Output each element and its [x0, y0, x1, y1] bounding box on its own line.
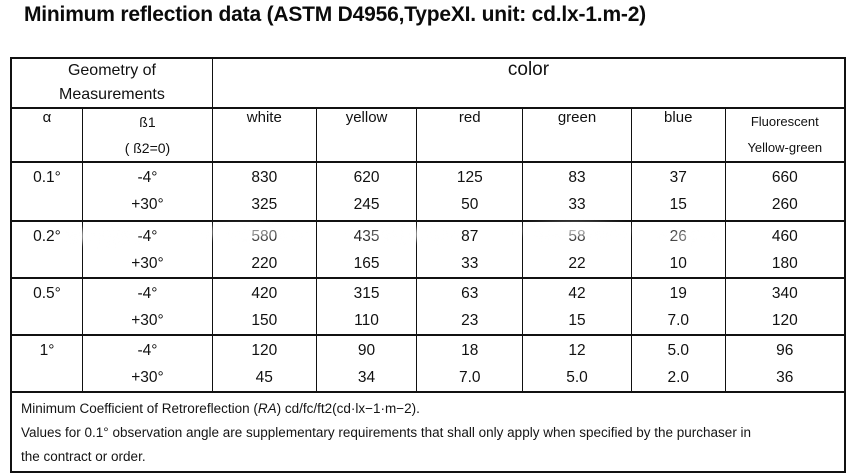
value-cell: 120 45 [211, 334, 317, 393]
header-row-top: Geometry of Measurements color [10, 57, 846, 109]
value-cell: 90 34 [315, 334, 418, 393]
beta-cell: -4° +30° [82, 277, 213, 336]
value-cell: 620 245 [315, 161, 418, 222]
value-cell: 660 260 [724, 161, 846, 222]
value-cell: 37 15 [630, 161, 726, 222]
alpha-cell: 0.2° [10, 220, 83, 279]
beta-header-line1: ß1 [139, 114, 156, 130]
footnote-supplementary-line1: Values for 0.1° observation angle are su… [21, 425, 752, 440]
geometry-header-line1: Geometry of [67, 62, 156, 79]
column-header-blue: blue [630, 107, 726, 163]
value-cell: 83 33 [522, 161, 632, 222]
value-cell: 580 220 [211, 220, 317, 279]
page-title: Minimum reflection data (ASTM D4956,Type… [24, 3, 646, 26]
value-cell: 5.0 2.0 [630, 334, 726, 393]
value-cell: 340 120 [724, 277, 846, 336]
value-cell: 18 7.0 [416, 334, 524, 393]
column-header-red: red [416, 107, 524, 163]
value-cell: 125 50 [416, 161, 524, 222]
value-cell: 87 33 [416, 220, 524, 279]
footnote-supplementary-line2: the contract or order. [21, 449, 146, 464]
geometry-header: Geometry of Measurements [10, 57, 213, 109]
column-header-fluorescent: Fluorescent Yellow-green [724, 107, 846, 163]
value-cell: 26 10 [630, 220, 726, 279]
alpha-column-header: α [10, 107, 83, 163]
value-cell: 435 165 [315, 220, 418, 279]
table-row-0p2deg: 0.2° -4° +30° 580 220 435 165 87 33 58 22 26… [10, 220, 846, 279]
value-cell: 460 180 [724, 220, 846, 279]
footnotes-cell: Minimum Coefficient of Retroreflection (… [10, 391, 846, 473]
value-cell: 830 325 [211, 161, 317, 222]
table-row-1deg: 1° -4° +30° 120 45 90 34 18 7.0 12 5.0 5.0 2.… [10, 334, 846, 393]
header-row-columns: α ß1 ( ß2=0) white yellow red green blue… [10, 107, 846, 163]
fluorescent-header-line2: Yellow-green [747, 140, 823, 155]
value-cell: 315 110 [315, 277, 418, 336]
beta-cell: -4° +30° [82, 220, 213, 279]
column-header-white: white [211, 107, 317, 163]
table-row-0p1deg: 0.1° -4° +30° 830 325 620 245 125 50 83 33 3… [10, 161, 846, 222]
beta-cell: -4° +30° [82, 161, 213, 222]
beta-column-header: ß1 ( ß2=0) [82, 107, 213, 163]
color-header: color [211, 57, 846, 109]
beta-cell: -4° +30° [82, 334, 213, 393]
value-cell: 58 22 [522, 220, 632, 279]
table-row-0p5deg: 0.5° -4° +30° 420 150 315 110 63 23 42 15 19… [10, 277, 846, 336]
value-cell: 63 23 [416, 277, 524, 336]
footnote-coefficient: Minimum Coefficient of Retroreflection (… [21, 401, 420, 416]
value-cell: 420 150 [211, 277, 317, 336]
footnotes-row: Minimum Coefficient of Retroreflection (… [10, 391, 846, 473]
alpha-cell: 1° [10, 334, 83, 393]
value-cell: 96 36 [724, 334, 846, 393]
fluorescent-header-line1: Fluorescent [750, 114, 819, 129]
alpha-cell: 0.1° [10, 161, 83, 222]
column-header-yellow: yellow [315, 107, 418, 163]
value-cell: 42 15 [522, 277, 632, 336]
value-cell: 19 7.0 [630, 277, 726, 336]
value-cell: 12 5.0 [522, 334, 632, 393]
geometry-header-line2: Measurements [59, 86, 165, 103]
beta-header-line2: ( ß2=0) [124, 140, 171, 156]
reflection-data-table: Geometry of Measurements color α ß1 ( ß2… [10, 57, 846, 473]
alpha-cell: 0.5° [10, 277, 83, 336]
column-header-green: green [522, 107, 632, 163]
